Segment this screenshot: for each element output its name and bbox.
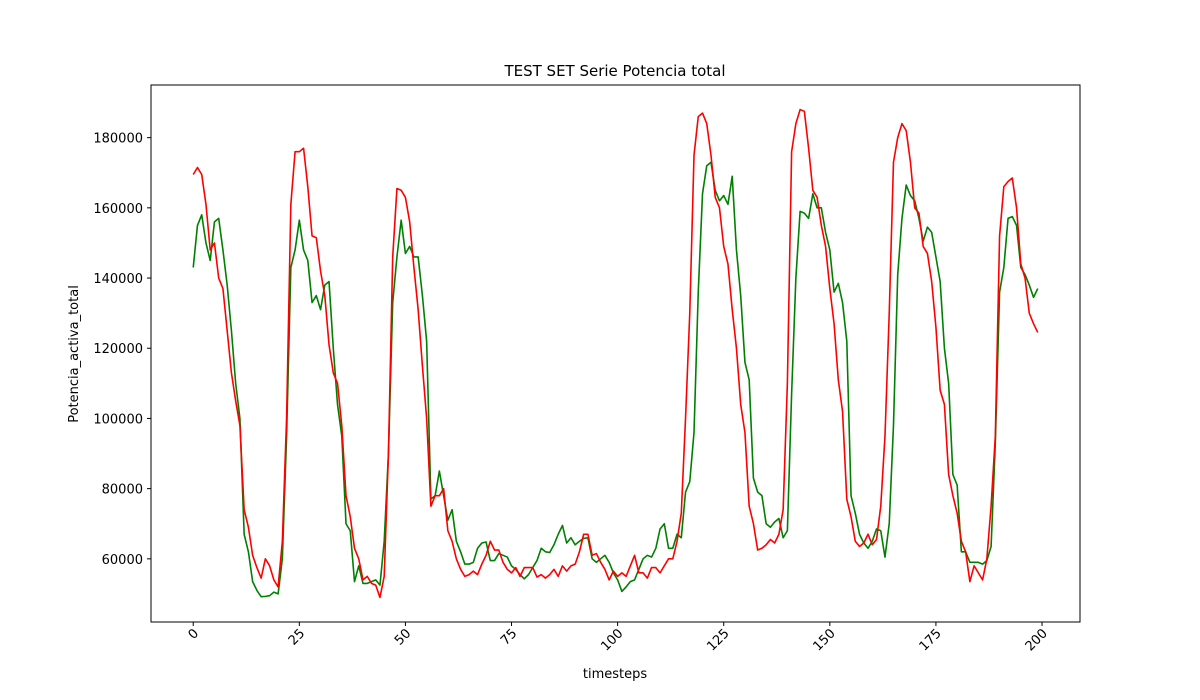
y-tick-label: 100000 bbox=[93, 412, 143, 427]
y-tick-label: 80000 bbox=[102, 483, 143, 498]
plot-frame bbox=[150, 84, 1081, 623]
y-axis-label: Potencia_activa_total bbox=[67, 285, 82, 423]
y-tick-label: 120000 bbox=[93, 342, 143, 357]
y-tick-label: 160000 bbox=[93, 202, 143, 217]
series-line bbox=[192, 161, 1039, 598]
y-tick-label: 140000 bbox=[93, 272, 143, 287]
x-axis-label: timesteps bbox=[583, 667, 647, 682]
chart-title: TEST SET Serie Potencia total bbox=[503, 62, 725, 80]
y-tick-label: 180000 bbox=[93, 132, 143, 147]
series-line bbox=[192, 108, 1039, 599]
y-tick-label: 60000 bbox=[102, 553, 143, 568]
